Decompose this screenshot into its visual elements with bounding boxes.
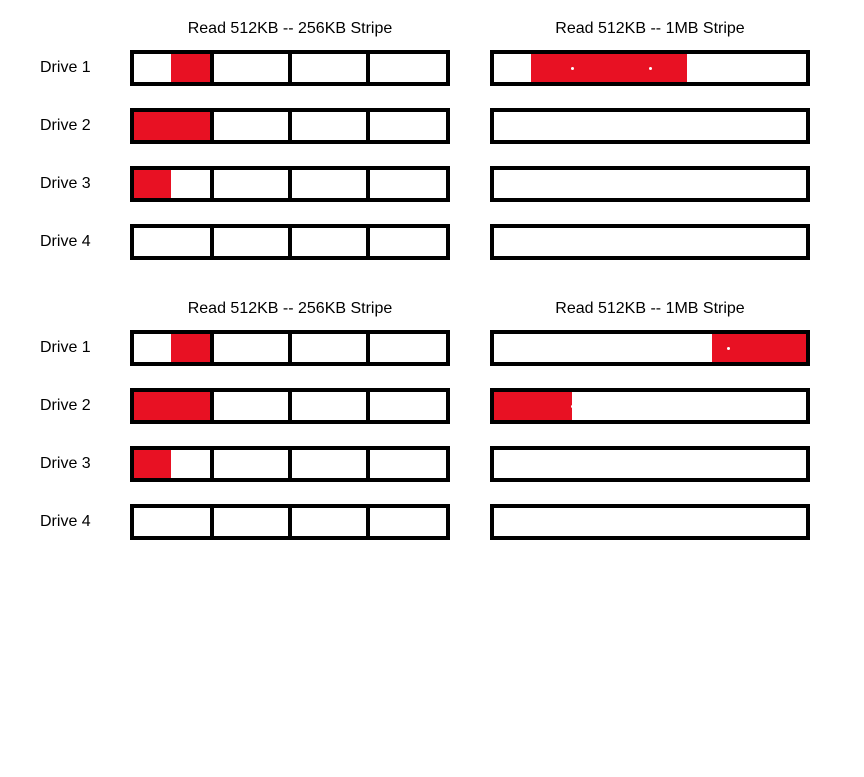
cell-divider bbox=[210, 392, 214, 420]
stripe-bar-256kb bbox=[130, 108, 450, 144]
cell-divider bbox=[210, 112, 214, 140]
drive-row: Drive 2 bbox=[30, 108, 834, 144]
cell-divider bbox=[288, 54, 292, 82]
tick-dot bbox=[571, 241, 574, 244]
cell-divider bbox=[210, 450, 214, 478]
fill-region bbox=[531, 54, 687, 82]
fill-region bbox=[134, 170, 171, 198]
tick-dot bbox=[571, 347, 574, 350]
diagram-section: Read 512KB -- 256KB Stripe Read 512KB -- … bbox=[30, 300, 834, 540]
title-right: Read 512KB -- 1MB Stripe bbox=[490, 20, 810, 38]
stripe-bar-256kb bbox=[130, 446, 450, 482]
drive-row: Drive 2 bbox=[30, 388, 834, 424]
stripe-bar-256kb bbox=[130, 504, 450, 540]
cell-divider bbox=[366, 228, 370, 256]
tick-dot bbox=[649, 463, 652, 466]
tick-dot bbox=[571, 405, 574, 408]
fill-region bbox=[134, 392, 212, 420]
drive-row: Drive 4 bbox=[30, 224, 834, 260]
section-titles: Read 512KB -- 256KB Stripe Read 512KB -- … bbox=[130, 300, 834, 318]
cell-divider bbox=[210, 54, 214, 82]
tick-dot bbox=[727, 241, 730, 244]
drive-label: Drive 2 bbox=[30, 117, 130, 135]
drive-row: Drive 3 bbox=[30, 166, 834, 202]
tick-dot bbox=[649, 521, 652, 524]
tick-dot bbox=[649, 183, 652, 186]
tick-dot bbox=[571, 521, 574, 524]
stripe-bar-1mb bbox=[490, 224, 810, 260]
diagram-section: Read 512KB -- 256KB Stripe Read 512KB -- … bbox=[30, 20, 834, 260]
cell-divider bbox=[366, 54, 370, 82]
cell-divider bbox=[366, 112, 370, 140]
cell-divider bbox=[210, 334, 214, 362]
stripe-bar-256kb bbox=[130, 330, 450, 366]
tick-dot bbox=[571, 463, 574, 466]
tick-dot bbox=[727, 67, 730, 70]
tick-dot bbox=[727, 463, 730, 466]
drive-label: Drive 1 bbox=[30, 339, 130, 357]
stripe-bar-1mb bbox=[490, 108, 810, 144]
cell-divider bbox=[288, 392, 292, 420]
cell-divider bbox=[288, 170, 292, 198]
drive-label: Drive 2 bbox=[30, 397, 130, 415]
fill-region bbox=[134, 112, 212, 140]
stripe-bar-256kb bbox=[130, 224, 450, 260]
stripe-bar-1mb bbox=[490, 166, 810, 202]
tick-dot bbox=[649, 67, 652, 70]
tick-dot bbox=[727, 521, 730, 524]
fill-region bbox=[171, 54, 212, 82]
stripe-bar-1mb bbox=[490, 388, 810, 424]
drive-label: Drive 1 bbox=[30, 59, 130, 77]
tick-dot bbox=[649, 241, 652, 244]
stripe-bar-1mb bbox=[490, 504, 810, 540]
drive-label: Drive 4 bbox=[30, 233, 130, 251]
cell-divider bbox=[288, 450, 292, 478]
fill-region bbox=[171, 334, 212, 362]
cell-divider bbox=[366, 392, 370, 420]
tick-dot bbox=[571, 125, 574, 128]
drive-label: Drive 4 bbox=[30, 513, 130, 531]
cell-divider bbox=[366, 508, 370, 536]
cell-divider bbox=[288, 508, 292, 536]
cell-divider bbox=[210, 170, 214, 198]
drive-row: Drive 3 bbox=[30, 446, 834, 482]
cell-divider bbox=[288, 228, 292, 256]
drive-row: Drive 1 bbox=[30, 50, 834, 86]
tick-dot bbox=[649, 405, 652, 408]
cell-divider bbox=[210, 228, 214, 256]
tick-dot bbox=[727, 405, 730, 408]
cell-divider bbox=[366, 450, 370, 478]
title-left: Read 512KB -- 256KB Stripe bbox=[130, 20, 450, 38]
cell-divider bbox=[210, 508, 214, 536]
drive-row: Drive 4 bbox=[30, 504, 834, 540]
tick-dot bbox=[571, 183, 574, 186]
stripe-bar-1mb bbox=[490, 330, 810, 366]
stripe-bar-1mb bbox=[490, 50, 810, 86]
stripe-diagram-root: Read 512KB -- 256KB Stripe Read 512KB -- … bbox=[30, 20, 834, 540]
cell-divider bbox=[288, 112, 292, 140]
cell-divider bbox=[366, 170, 370, 198]
title-right: Read 512KB -- 1MB Stripe bbox=[490, 300, 810, 318]
drive-label: Drive 3 bbox=[30, 175, 130, 193]
stripe-bar-256kb bbox=[130, 388, 450, 424]
stripe-bar-256kb bbox=[130, 166, 450, 202]
tick-dot bbox=[571, 67, 574, 70]
cell-divider bbox=[366, 334, 370, 362]
tick-dot bbox=[727, 183, 730, 186]
fill-region bbox=[134, 450, 171, 478]
tick-dot bbox=[649, 347, 652, 350]
drive-label: Drive 3 bbox=[30, 455, 130, 473]
tick-dot bbox=[727, 125, 730, 128]
tick-dot bbox=[649, 125, 652, 128]
stripe-bar-1mb bbox=[490, 446, 810, 482]
title-left: Read 512KB -- 256KB Stripe bbox=[130, 300, 450, 318]
stripe-bar-256kb bbox=[130, 50, 450, 86]
fill-region bbox=[494, 392, 572, 420]
tick-dot bbox=[727, 347, 730, 350]
drive-row: Drive 1 bbox=[30, 330, 834, 366]
section-titles: Read 512KB -- 256KB Stripe Read 512KB -- … bbox=[130, 20, 834, 38]
cell-divider bbox=[288, 334, 292, 362]
